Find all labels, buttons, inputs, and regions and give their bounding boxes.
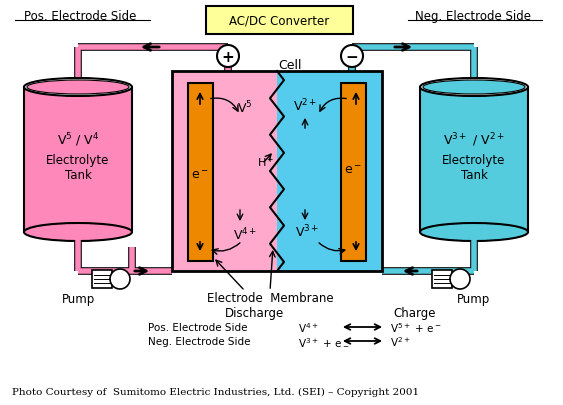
Text: Charge: Charge <box>394 307 436 320</box>
Text: Pump: Pump <box>457 293 490 306</box>
Text: V$^{2+}$: V$^{2+}$ <box>390 334 410 348</box>
Text: Pump: Pump <box>61 293 95 306</box>
Text: +: + <box>222 49 234 64</box>
Text: V$^5$: V$^5$ <box>237 100 253 116</box>
Text: Photo Courtesy of  Sumitomo Electric Industries, Ltd. (SEI) – Copyright 2001: Photo Courtesy of Sumitomo Electric Indu… <box>12 386 419 396</box>
Text: Neg. Electrode Side: Neg. Electrode Side <box>148 336 251 346</box>
Text: e$^-$: e$^-$ <box>344 163 362 176</box>
Text: −: − <box>346 49 359 64</box>
Text: Electrolyte: Electrolyte <box>46 153 110 166</box>
Text: H$^+$: H$^+$ <box>257 154 275 169</box>
Bar <box>172 72 382 271</box>
Text: V$^5$ / V$^4$: V$^5$ / V$^4$ <box>57 131 99 149</box>
Bar <box>188 84 213 261</box>
Ellipse shape <box>420 224 528 241</box>
Text: AC/DC Converter: AC/DC Converter <box>229 15 329 28</box>
Text: V$^{4+}$: V$^{4+}$ <box>298 320 319 334</box>
Ellipse shape <box>24 79 132 97</box>
Circle shape <box>110 269 130 289</box>
Ellipse shape <box>420 79 528 97</box>
Text: Discharge: Discharge <box>225 307 285 320</box>
Ellipse shape <box>27 81 129 95</box>
Text: V$^{5+}$ + e$^-$: V$^{5+}$ + e$^-$ <box>390 320 441 334</box>
Text: V$^{3+}$ + e$_-$: V$^{3+}$ + e$_-$ <box>298 335 350 347</box>
Text: Electrode  Membrane: Electrode Membrane <box>207 291 333 304</box>
Text: V$^{3+}$ / V$^{2+}$: V$^{3+}$ / V$^{2+}$ <box>443 131 505 149</box>
Ellipse shape <box>24 224 132 241</box>
Circle shape <box>341 46 363 68</box>
Bar <box>24 88 132 232</box>
FancyBboxPatch shape <box>206 7 353 35</box>
Text: Pos. Electrode Side: Pos. Electrode Side <box>148 322 248 332</box>
Bar <box>432 270 452 288</box>
Text: Neg. Electrode Side: Neg. Electrode Side <box>415 9 531 22</box>
Bar <box>341 84 366 261</box>
Text: Pos. Electrode Side: Pos. Electrode Side <box>24 9 136 22</box>
Bar <box>92 270 112 288</box>
Text: V$^{4+}$: V$^{4+}$ <box>233 226 257 243</box>
Text: e$^-$: e$^-$ <box>191 168 209 181</box>
Bar <box>172 72 277 271</box>
Bar <box>277 72 382 271</box>
Circle shape <box>217 46 239 68</box>
Text: V$^{3+}$: V$^{3+}$ <box>295 223 319 240</box>
Circle shape <box>450 269 470 289</box>
Ellipse shape <box>423 81 525 95</box>
Text: Cell: Cell <box>278 58 302 71</box>
Text: Electrolyte: Electrolyte <box>443 153 506 166</box>
Text: Tank: Tank <box>65 168 91 181</box>
Text: V$^{2+}$: V$^{2+}$ <box>293 98 317 114</box>
Text: Tank: Tank <box>461 168 488 181</box>
Bar <box>420 88 528 232</box>
